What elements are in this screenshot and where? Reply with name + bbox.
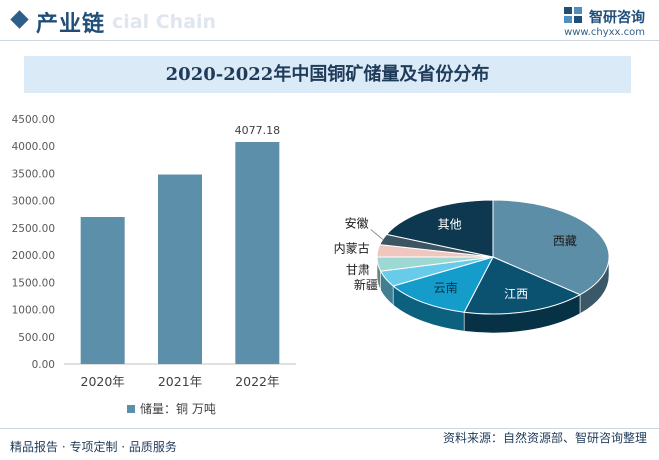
bar xyxy=(235,142,280,364)
brand-logo-icon xyxy=(564,7,583,23)
y-tick-label: 0.00 xyxy=(32,359,55,371)
footer-source: 资料来源：自然资源部、智研咨询整理 xyxy=(442,431,647,445)
y-tick-label: 3000.00 xyxy=(12,196,55,208)
pie-label: 安徽 xyxy=(345,215,369,230)
pie-leader-line xyxy=(370,229,383,240)
bar xyxy=(80,217,125,364)
pie-label: 西藏 xyxy=(553,234,577,248)
brand: 智研咨询 www.chyxx.com xyxy=(564,7,645,38)
legend-swatch xyxy=(127,405,135,413)
data-label: 4077.18 xyxy=(235,124,281,137)
pie-label: 新疆 xyxy=(354,277,378,292)
y-tick-label: 4500.00 xyxy=(12,114,55,126)
y-tick-label: 1500.00 xyxy=(12,277,55,289)
footer-tagline: 精品报告 · 专项定制 · 品质服务 xyxy=(10,440,177,454)
footer: 精品报告 · 专项定制 · 品质服务 资料来源：自然资源部、智研咨询整理 xyxy=(0,428,659,460)
diamond-icon xyxy=(10,10,29,29)
legend-label: 储量：铜 万吨 xyxy=(140,401,216,416)
pie-slice xyxy=(463,256,582,315)
chart-title: 2020-2022年中国铜矿储量及省份分布 xyxy=(165,64,490,85)
y-tick-label: 4000.00 xyxy=(12,141,55,153)
pie-label: 甘肃 xyxy=(346,263,370,277)
bar-chart: 0.00 500.00 1000.00 1500.00 2000.00 2500.00 30… xyxy=(12,114,296,416)
header-divider xyxy=(0,40,659,41)
pie-label: 其他 xyxy=(438,218,462,232)
pie-label: 内蒙古 xyxy=(334,241,370,256)
pie-label: 云南 xyxy=(434,280,458,295)
brand-name: 智研咨询 xyxy=(589,10,645,26)
header: 产业链 cial Chain 智研咨询 www.chyxx.com xyxy=(0,0,659,44)
pie-slice xyxy=(392,256,494,313)
y-tick-label: 3500.00 xyxy=(12,168,55,180)
x-tick-label: 2020年 xyxy=(81,374,125,389)
y-tick-label: 2000.00 xyxy=(12,250,55,262)
pie-slice xyxy=(385,199,494,258)
section-title: 产业链 xyxy=(36,12,106,37)
x-tick-label: 2022年 xyxy=(235,374,279,389)
y-tick-label: 1000.00 xyxy=(12,305,55,317)
chart-title-band: 2020-2022年中国铜矿储量及省份分布 xyxy=(24,56,631,93)
header-watermark: cial Chain xyxy=(112,11,217,33)
pie-slice xyxy=(492,199,610,296)
x-tick-label: 2021年 xyxy=(158,374,202,389)
bar xyxy=(158,174,202,364)
y-tick-label: 2500.00 xyxy=(12,223,55,235)
y-tick-label: 500.00 xyxy=(18,332,55,344)
pie-label: 江西 xyxy=(504,287,528,301)
brand-url: www.chyxx.com xyxy=(564,27,645,38)
